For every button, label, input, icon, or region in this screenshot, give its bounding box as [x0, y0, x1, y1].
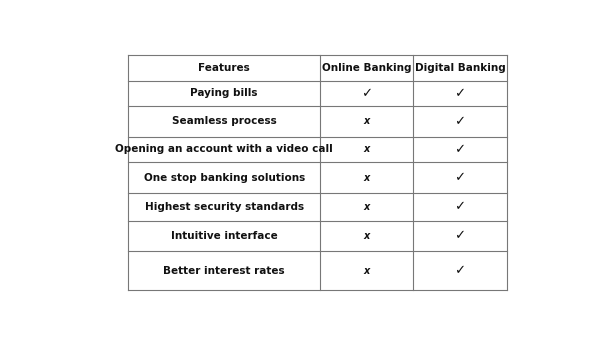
Text: ✓: ✓ — [361, 87, 372, 100]
Text: Better interest rates: Better interest rates — [163, 266, 285, 276]
Text: ✓: ✓ — [455, 264, 466, 277]
Text: ✓: ✓ — [455, 87, 466, 100]
Text: x: x — [363, 202, 370, 212]
Text: Digital Banking: Digital Banking — [415, 63, 505, 73]
Text: Intuitive interface: Intuitive interface — [171, 231, 278, 241]
Text: x: x — [363, 231, 370, 241]
Text: Features: Features — [198, 63, 250, 73]
Text: Opening an account with a video call: Opening an account with a video call — [115, 144, 333, 154]
Text: Seamless process: Seamless process — [172, 116, 277, 126]
Text: One stop banking solutions: One stop banking solutions — [143, 172, 305, 183]
Text: x: x — [363, 172, 370, 183]
Text: ✓: ✓ — [455, 200, 466, 213]
Text: x: x — [363, 144, 370, 154]
Text: Online Banking: Online Banking — [322, 63, 411, 73]
Text: x: x — [363, 266, 370, 276]
Text: ✓: ✓ — [455, 143, 466, 156]
Text: Highest security standards: Highest security standards — [145, 202, 304, 212]
Text: ✓: ✓ — [455, 171, 466, 184]
Text: x: x — [363, 116, 370, 126]
Text: Paying bills: Paying bills — [190, 88, 258, 98]
Text: ✓: ✓ — [455, 230, 466, 243]
Text: ✓: ✓ — [455, 115, 466, 128]
